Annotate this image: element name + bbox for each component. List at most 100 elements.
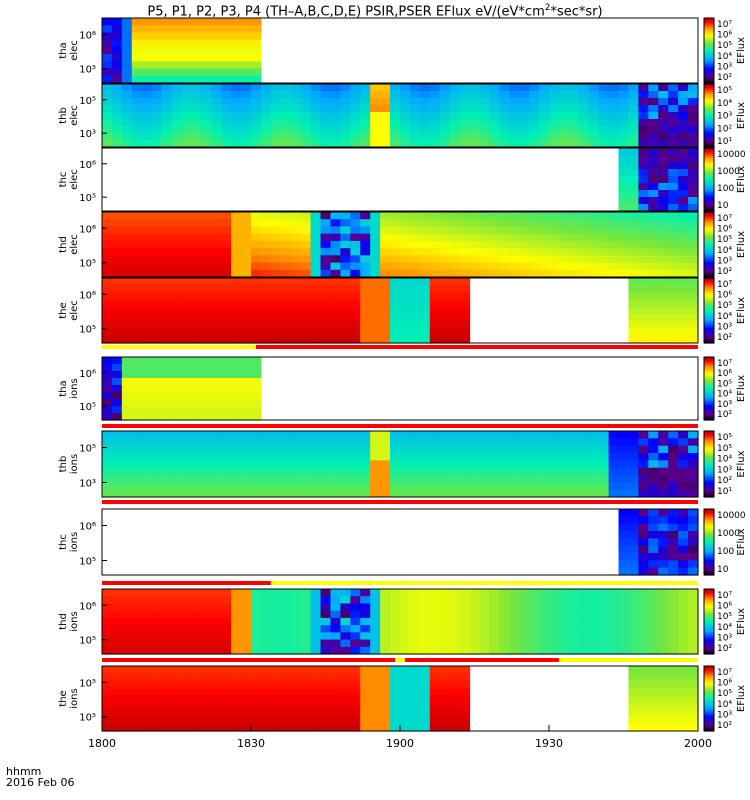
spectrogram-cell — [260, 709, 272, 718]
spectrogram-cell — [102, 314, 113, 322]
spectrogram-cell — [618, 197, 630, 205]
spectrogram-cell — [429, 709, 441, 718]
spectrogram-cell — [201, 75, 212, 84]
spectrogram-cell — [300, 589, 312, 597]
spectrogram-cell — [320, 262, 332, 271]
spectrogram-cell — [121, 255, 133, 264]
y-tick-label: 10⁵ — [79, 402, 96, 413]
spectrogram-cell — [400, 119, 411, 127]
spectrogram-cell — [628, 509, 639, 517]
spectrogram-cell — [469, 140, 481, 148]
spectrogram-cell — [459, 666, 471, 674]
spectrogram-cell — [499, 646, 510, 655]
spectrogram-cell — [181, 84, 192, 92]
spectrogram-cell — [270, 680, 282, 689]
spectrogram-cell — [280, 255, 292, 264]
spectrogram-cell — [479, 126, 490, 134]
spectrogram-cell — [608, 625, 620, 633]
spectrogram-cell — [151, 133, 163, 141]
spectrogram-cell — [439, 438, 451, 447]
spectrogram-cell — [628, 523, 639, 532]
spectrogram-cell — [241, 18, 252, 26]
spectrogram-cell — [648, 91, 659, 99]
colorbar-cell — [704, 194, 714, 197]
spectrogram-cell — [449, 321, 461, 330]
spectrogram-cell — [648, 98, 659, 106]
spectrogram-cell — [360, 489, 371, 498]
spectrogram-cell — [648, 509, 659, 517]
spectrogram-cell — [439, 617, 451, 626]
colorbar-cell — [704, 325, 714, 329]
spectrogram-cell — [380, 285, 391, 294]
spectrogram-cell — [161, 371, 173, 379]
spectrogram-cell — [211, 75, 222, 84]
colorbar-cell — [704, 628, 714, 631]
colorbar-cell — [704, 268, 714, 272]
spectrogram-cell — [171, 84, 183, 92]
spectrogram-cell — [608, 467, 620, 476]
spectrogram-cell — [231, 632, 242, 641]
spectrogram-cell — [171, 133, 183, 141]
colorbar-tick-label: 10⁷ — [717, 20, 732, 30]
colorbar-cell — [704, 722, 714, 726]
colorbar-cell — [704, 90, 714, 93]
status-bar-segment — [102, 658, 396, 662]
spectrogram-cell — [251, 140, 262, 148]
spectrogram-cell — [211, 438, 222, 447]
spectrogram-cell — [231, 328, 242, 337]
colorbar-cell — [704, 683, 714, 687]
colorbar-cell — [704, 166, 714, 170]
spectrogram-cell — [211, 219, 222, 228]
spectrogram-cell — [360, 460, 371, 469]
spectrogram-cell — [638, 133, 649, 141]
x-tick-label: 2000 — [684, 737, 712, 750]
spectrogram-cell — [618, 489, 630, 498]
spectrogram-cell — [390, 212, 401, 220]
spectrogram-cell — [479, 475, 490, 483]
spectrogram-cell — [280, 262, 292, 271]
spectrogram-cell — [251, 687, 262, 696]
spectrogram-cell — [350, 632, 361, 641]
spectrogram-cell — [390, 680, 401, 689]
spectrogram-cell — [241, 357, 252, 365]
spectrogram-cell — [380, 596, 391, 605]
spectrogram-cell — [280, 226, 292, 235]
spectrogram-cell — [251, 219, 262, 228]
spectrogram-cell — [191, 680, 202, 689]
spectrogram-cell — [340, 255, 351, 264]
spectrogram-cell — [111, 460, 123, 469]
colorbar-cell — [704, 190, 714, 193]
spectrogram-cell — [151, 482, 163, 491]
spectrogram-cell — [280, 666, 292, 674]
spectrogram-cell — [350, 98, 361, 106]
colorbar-tick-label: 10⁴ — [717, 52, 732, 62]
spectrogram-cell — [111, 445, 123, 454]
spectrogram-cell — [111, 292, 123, 301]
spectrogram-cell — [648, 190, 659, 198]
spectrogram-cell — [539, 646, 550, 655]
spectrogram-cell — [350, 438, 361, 447]
spectrogram-cell — [449, 269, 461, 278]
spectrogram-cell — [419, 212, 431, 220]
spectrogram-cell — [380, 335, 391, 344]
spectrogram-cell — [370, 680, 381, 689]
spectrogram-cell — [121, 639, 133, 648]
spectrogram-cell — [270, 431, 282, 439]
colorbar-tick-label: 10⁵ — [717, 41, 732, 51]
spectrogram-cell — [658, 603, 669, 612]
spectrogram-cell — [449, 610, 461, 619]
spectrogram-cell — [181, 46, 192, 55]
colorbar-cell — [704, 625, 714, 629]
spectrogram-cell — [519, 219, 530, 228]
spectrogram-cell — [618, 475, 630, 483]
spectrogram-cell — [211, 278, 222, 286]
spectrogram-cell — [588, 445, 600, 454]
spectrogram-cell — [241, 126, 252, 134]
spectrogram-cell — [211, 269, 222, 278]
spectrogram-cell — [280, 453, 292, 461]
spectrogram-cell — [549, 610, 560, 619]
spectrogram-cell — [658, 91, 669, 99]
spectrogram-cell — [241, 673, 252, 682]
spectrogram-cell — [121, 673, 133, 682]
spectrogram-cell — [608, 617, 620, 626]
